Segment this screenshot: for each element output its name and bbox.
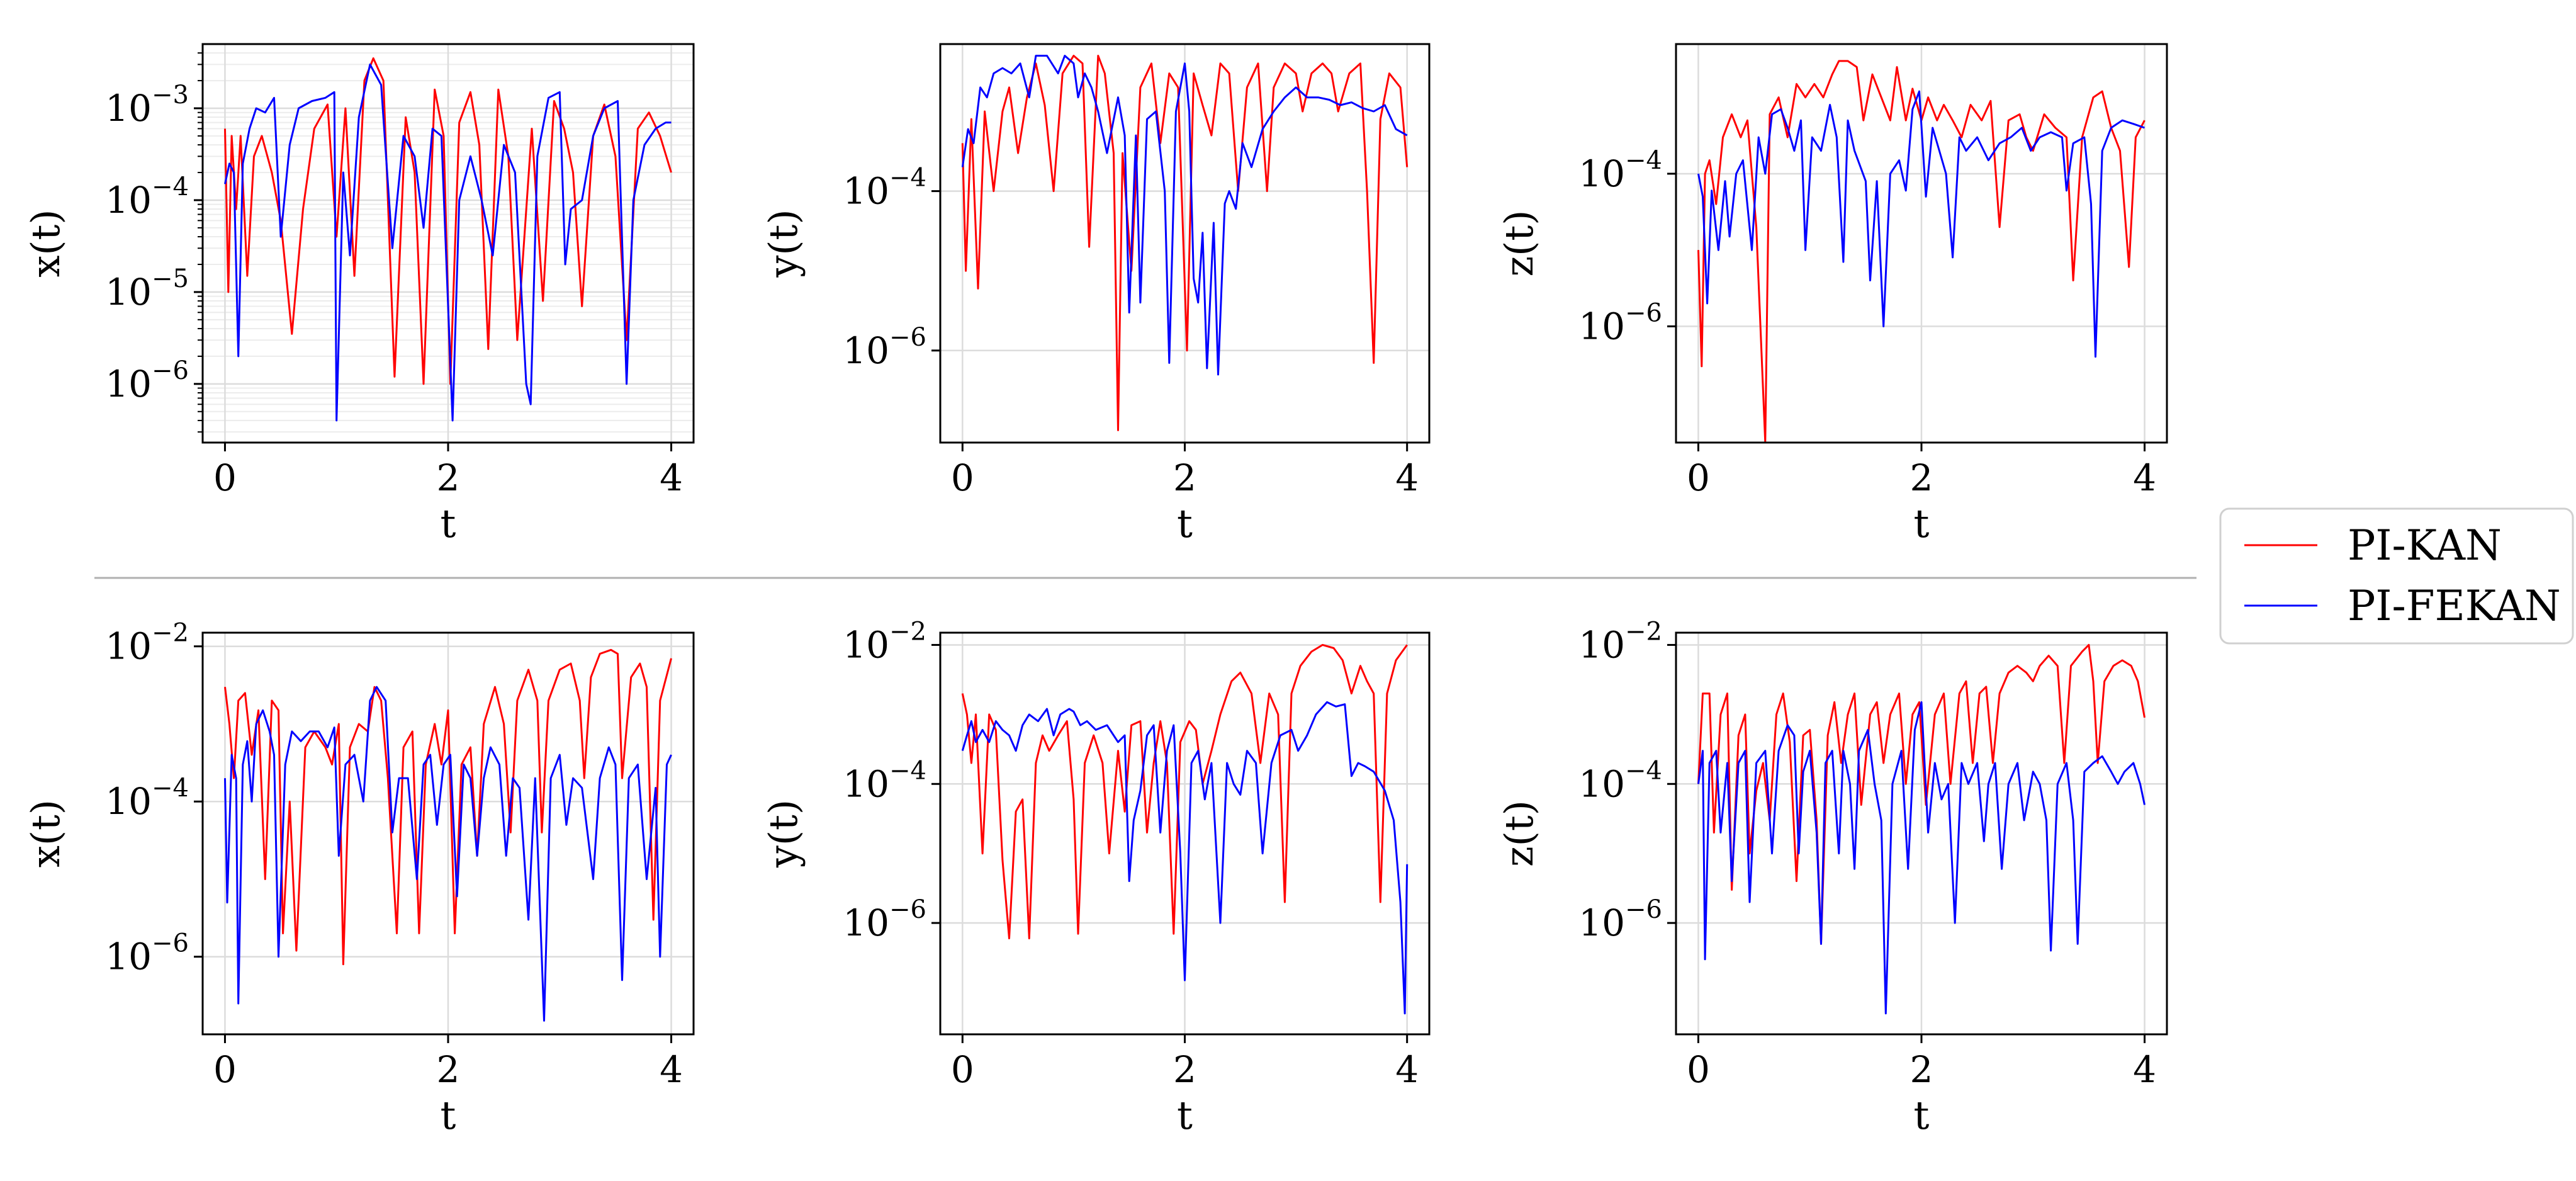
x-axis-label: t [441, 1092, 456, 1138]
subplot-5: 0 2 410−610−410−2ty(t) [760, 617, 1431, 1138]
x-tick-label: 2 [1910, 1048, 1933, 1091]
subplot-3: 0 2 4 10−6 10−4 t z(t) [1496, 43, 2168, 546]
x-tick-label: 2 [1173, 1048, 1196, 1091]
x-tick-label: 2 [437, 456, 460, 499]
series-line-pi-kan [961, 643, 1408, 940]
subplot-4: 0 2 410−610−410−2tx(t) [23, 619, 695, 1138]
x-axis-label: t [1914, 500, 1930, 546]
x-tick-label: 0 [951, 456, 974, 499]
y-axis-label: y(t) [760, 209, 806, 278]
x-tick-label: 4 [2133, 1048, 2156, 1091]
legend-label-pi-fekan: PI-FEKAN [2348, 582, 2561, 630]
x-axis-label: t [1177, 500, 1193, 546]
x-tick-label: 4 [1395, 456, 1419, 499]
series-line-pi-kan [224, 648, 672, 966]
x-axis-label: t [441, 500, 456, 546]
x-tick-label: 0 [951, 1048, 974, 1091]
y-tick-label: 10−6 [1578, 895, 1662, 944]
y-tick-label: 10−2 [105, 619, 189, 668]
series-line-pi-fekan [224, 63, 672, 422]
series-line-pi-kan [224, 57, 672, 385]
y-axis-label: z(t) [1496, 800, 1542, 867]
y-tick-label: 10−4 [1578, 146, 1662, 195]
series-line-pi-kan [1697, 643, 2146, 945]
x-tick-label: 4 [660, 456, 683, 499]
y-tick-label: 10−4 [1578, 756, 1662, 805]
x-tick-label: 4 [1395, 1048, 1419, 1091]
series-line-pi-fekan [961, 55, 1408, 376]
y-axis-label: x(t) [23, 209, 69, 277]
x-tick-label: 0 [1687, 1048, 1710, 1091]
x-tick-label: 2 [1910, 456, 1933, 499]
series-line-pi-kan [1697, 60, 2146, 443]
y-tick-label: 10−5 [105, 264, 189, 314]
x-tick-label: 2 [1173, 456, 1196, 499]
x-tick-label: 4 [660, 1048, 683, 1091]
series-line-pi-fekan [961, 701, 1409, 1015]
legend-label-pi-kan: PI-KAN [2348, 521, 2502, 570]
x-tick-label: 2 [437, 1048, 460, 1091]
series-line-pi-fekan [1697, 701, 2146, 1015]
x-tick-label: 0 [213, 456, 237, 499]
series-line-pi-kan [961, 55, 1409, 431]
y-tick-label: 10−2 [843, 617, 926, 666]
legend-frame [2219, 507, 2574, 645]
subplot-6: 0 2 410−610−410−2tz(t) [1496, 617, 2168, 1138]
x-tick-label: 0 [1687, 456, 1710, 499]
series-line-pi-fekan [224, 686, 672, 1022]
series-line-pi-fekan [1697, 90, 2145, 358]
y-axis-label: z(t) [1496, 210, 1542, 277]
y-axis-label: x(t) [23, 800, 69, 867]
y-tick-label: 10−4 [105, 774, 189, 823]
legend: PI-KAN PI-FEKAN [2219, 507, 2574, 645]
y-axis-label: y(t) [760, 800, 806, 868]
y-tick-label: 10−6 [1578, 298, 1662, 348]
x-axis-label: t [1914, 1092, 1930, 1138]
x-tick-label: 4 [2133, 456, 2156, 499]
x-tick-label: 0 [213, 1048, 237, 1091]
x-axis-label: t [1177, 1092, 1193, 1138]
